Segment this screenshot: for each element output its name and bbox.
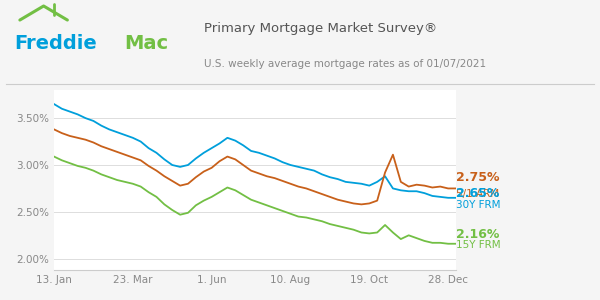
Text: 5/1 ARM: 5/1 ARM (456, 189, 499, 200)
Text: Freddie: Freddie (14, 34, 97, 53)
Text: 30Y FRM: 30Y FRM (456, 200, 500, 210)
Text: 2.75%: 2.75% (456, 171, 499, 184)
Text: 15Y FRM: 15Y FRM (456, 240, 500, 250)
Text: Mac: Mac (124, 34, 168, 53)
Text: 2.65%: 2.65% (456, 187, 499, 200)
Text: Primary Mortgage Market Survey®: Primary Mortgage Market Survey® (204, 22, 437, 34)
Text: 2.16%: 2.16% (456, 228, 499, 241)
Text: U.S. weekly average mortgage rates as of 01/07/2021: U.S. weekly average mortgage rates as of… (204, 59, 486, 69)
